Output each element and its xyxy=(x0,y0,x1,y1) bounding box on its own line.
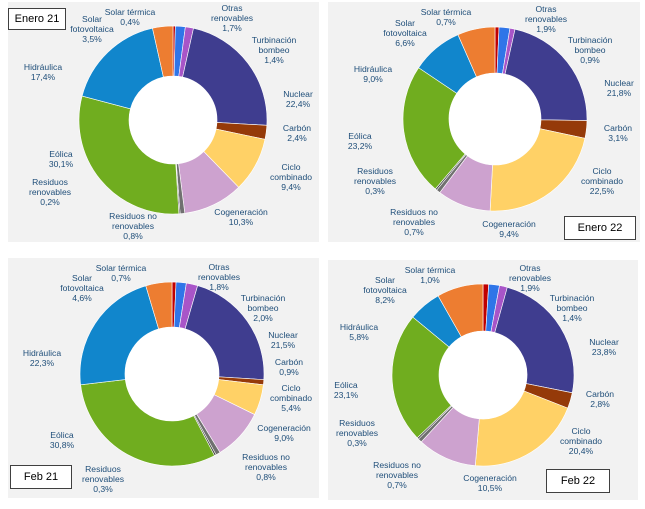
label-solar-termica: Solar térmica 0,4% xyxy=(104,7,156,27)
label-eolica: Eólica 23,1% xyxy=(333,380,359,400)
donut-chart xyxy=(78,25,268,215)
label-residuos-renovables: Residuos renovables 0,2% xyxy=(28,177,72,207)
label-turbinacion-bombeo: Turbinación bombeo 1,4% xyxy=(251,35,297,65)
label-nuclear: Nuclear 22,4% xyxy=(283,89,313,109)
label-cogeneracion: Cogeneración 10,3% xyxy=(214,207,268,227)
label-solar-termica: Solar térmica 1,0% xyxy=(404,265,456,285)
label-cogeneracion: Cogeneración 9,0% xyxy=(257,423,311,443)
label-otras-renovables: Otras renovables 1,7% xyxy=(210,3,254,33)
label-hidraulica: Hidráulica 17,4% xyxy=(23,62,63,82)
label-solar-fotovoltaica: Solar fotovoltaica 6,6% xyxy=(383,18,427,48)
label-turbinacion-bombeo: Turbinación bombeo 0,9% xyxy=(567,35,613,65)
label-cogeneracion: Cogeneración 9,4% xyxy=(482,219,536,239)
donut-hole xyxy=(125,327,219,421)
chart-title: Feb 21 xyxy=(10,465,72,489)
donut-chart xyxy=(79,281,265,467)
chart-panel-feb-21: Feb 21 Solar térmica 0,7% Otras renovables… xyxy=(8,258,319,498)
label-residuos-no-renovables: Residuos no renovables 0,7% xyxy=(373,460,421,490)
label-solar-termica: Solar térmica 0,7% xyxy=(420,7,472,27)
chart-title: Feb 22 xyxy=(546,469,610,493)
chart-panel-enero-22: Enero 22 Solar térmica 0,7% Otras renovabl… xyxy=(328,2,640,242)
donut-chart xyxy=(391,283,575,467)
label-residuos-renovables: Residuos renovables 0,3% xyxy=(335,418,379,448)
donut-slice-nuclear xyxy=(494,286,575,394)
label-carbon: Carbón 2,8% xyxy=(585,389,615,409)
label-otras-renovables: Otras renovables 1,8% xyxy=(197,262,241,292)
chart-panel-enero-21: Enero 21 Solar térmica 0,4% Otras renovabl… xyxy=(8,2,319,242)
label-turbinacion-bombeo: Turbinación bombeo 1,4% xyxy=(549,293,595,323)
label-hidraulica: Hidráulica 5,8% xyxy=(339,322,379,342)
label-turbinacion-bombeo: Turbinación bombeo 2,0% xyxy=(240,293,286,323)
label-otras-renovables: Otras renovables 1,9% xyxy=(508,263,552,293)
label-eolica: Eólica 30,1% xyxy=(48,149,74,169)
label-solar-fotovoltaica: Solar fotovoltaica 3,5% xyxy=(70,14,114,44)
label-eolica: Eólica 23,2% xyxy=(347,131,373,151)
label-residuos-no-renovables: Residuos no renovables 0,8% xyxy=(109,211,157,241)
label-nuclear: Nuclear 23,8% xyxy=(589,337,619,357)
donut-hole xyxy=(439,331,527,419)
donut-hole xyxy=(449,73,541,165)
label-ciclo-combinado: Ciclo combinado 9,4% xyxy=(269,162,313,192)
label-carbon: Carbón 3,1% xyxy=(603,123,633,143)
label-hidraulica: Hidráulica 9,0% xyxy=(353,64,393,84)
chart-title: Enero 21 xyxy=(8,8,66,30)
label-cogeneracion: Cogeneración 10,5% xyxy=(463,473,517,493)
chart-panel-feb-22: Feb 22 Solar térmica 1,0% Otras renovables… xyxy=(328,260,638,500)
donut-chart xyxy=(402,26,588,212)
label-residuos-renovables: Residuos renovables 0,3% xyxy=(81,464,125,494)
label-nuclear: Nuclear 21,8% xyxy=(604,78,634,98)
label-hidraulica: Hidráulica 22,3% xyxy=(22,348,62,368)
label-nuclear: Nuclear 21,5% xyxy=(268,330,298,350)
label-residuos-no-renovables: Residuos no renovables 0,8% xyxy=(242,452,290,482)
label-residuos-no-renovables: Residuos no renovables 0,7% xyxy=(390,207,438,237)
label-residuos-renovables: Residuos renovables 0,3% xyxy=(353,166,397,196)
label-otras-renovables: Otras renovables 1,9% xyxy=(524,4,568,34)
label-ciclo-combinado: Ciclo combinado 22,5% xyxy=(580,166,624,196)
label-eolica: Eólica 30,8% xyxy=(49,430,75,450)
label-carbon: Carbón 2,4% xyxy=(282,123,312,143)
chart-title: Enero 22 xyxy=(564,216,636,240)
label-solar-fotovoltaica: Solar fotovoltaica 8,2% xyxy=(363,275,407,305)
donut-hole xyxy=(129,76,217,164)
label-ciclo-combinado: Ciclo combinado 20,4% xyxy=(559,426,603,456)
label-solar-fotovoltaica: Solar fotovoltaica 4,6% xyxy=(60,273,104,303)
label-solar-termica: Solar térmica 0,7% xyxy=(95,263,147,283)
label-carbon: Carbón 0,9% xyxy=(274,357,304,377)
label-ciclo-combinado: Ciclo combinado 5,4% xyxy=(269,383,313,413)
